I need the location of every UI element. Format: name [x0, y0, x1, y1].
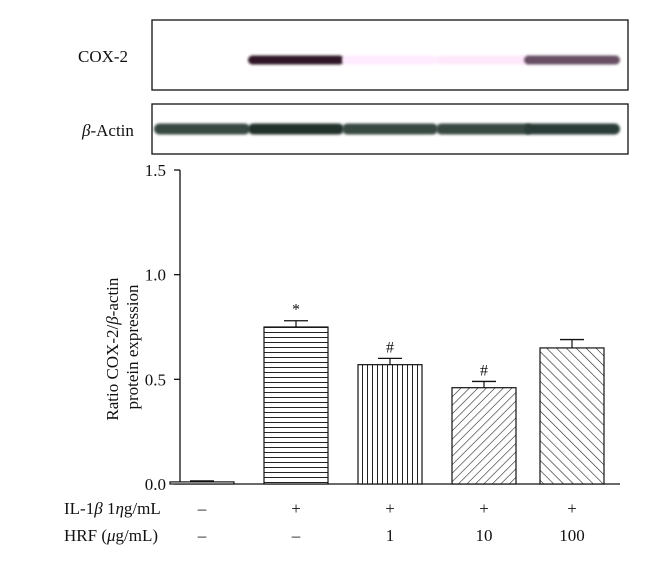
bar-1	[169, 481, 235, 485]
bar-2	[263, 326, 329, 485]
y-axis: 0.0 0.5 1.0 1.5	[145, 161, 181, 494]
actin-band-3	[342, 123, 438, 135]
significance-mark-3: #	[386, 339, 394, 356]
il1b-value-1: –	[197, 499, 207, 518]
il1b-greek: β	[93, 499, 103, 518]
actin-rest: -Actin	[90, 121, 134, 140]
condition-values: – + + + + – – 1 10 100	[197, 499, 585, 545]
hrf-value-3: 1	[386, 526, 395, 545]
significance-mark-2: *	[292, 302, 300, 319]
cox2-band-5	[524, 55, 620, 65]
il1b-part-c: g/mL	[124, 499, 161, 518]
cox2-blot-label: COX-2	[78, 47, 128, 66]
il1b-value-3: +	[385, 499, 395, 518]
hrf-row-label: HRF (μg/mL)	[64, 526, 158, 545]
actin-band-1	[154, 123, 250, 135]
hrf-greek: μ	[106, 526, 116, 545]
y-tick-label: 1.5	[145, 161, 166, 180]
cox2-band-2	[248, 55, 344, 65]
il1b-part-b: 1	[103, 499, 116, 518]
hrf-value-1: –	[197, 526, 207, 545]
il1b-greek2: η	[115, 499, 123, 518]
cox2-bands	[248, 55, 620, 65]
actin-greek: β	[81, 121, 91, 140]
hrf-value-2: –	[291, 526, 301, 545]
il1b-value-5: +	[567, 499, 577, 518]
actin-band-5	[524, 123, 620, 135]
il1b-part-a: IL-1	[64, 499, 94, 518]
bars: * # #	[169, 302, 605, 485]
actin-band-2	[248, 123, 344, 135]
il1b-row-label: IL-1β 1ηg/mL	[64, 499, 161, 518]
hrf-value-4: 10	[476, 526, 493, 545]
il1b-value-4: +	[479, 499, 489, 518]
y-tick-label: 0.0	[145, 475, 166, 494]
cox2-band-4	[436, 55, 532, 65]
hrf-part-a: HRF (	[64, 526, 107, 545]
actin-band-4	[436, 123, 532, 135]
bar-3	[357, 364, 423, 485]
actin-blot-label: β-Actin	[81, 121, 134, 140]
significance-mark-4: #	[480, 362, 488, 379]
cox2-blot-panel	[151, 19, 629, 91]
bar-5	[539, 347, 605, 485]
bar-4	[451, 387, 517, 485]
y-tick-label: 0.5	[145, 370, 166, 389]
actin-bands	[154, 123, 620, 135]
hrf-part-b: g/mL)	[116, 526, 159, 545]
y-tick-label: 1.0	[145, 266, 166, 285]
cox2-band-3	[342, 55, 438, 65]
ylabel-greek: β	[103, 316, 122, 326]
hrf-value-5: 100	[559, 526, 585, 545]
ylabel-part-b: -actin	[103, 277, 122, 316]
il1b-value-2: +	[291, 499, 301, 518]
ylabel-line1: Ratio COX-2/β-actin	[103, 277, 122, 421]
ylabel-line2: protein expression	[123, 284, 142, 410]
ylabel-part-a: Ratio COX-2/	[103, 325, 122, 421]
y-axis-label: Ratio COX-2/β-actin protein expression	[103, 273, 142, 420]
